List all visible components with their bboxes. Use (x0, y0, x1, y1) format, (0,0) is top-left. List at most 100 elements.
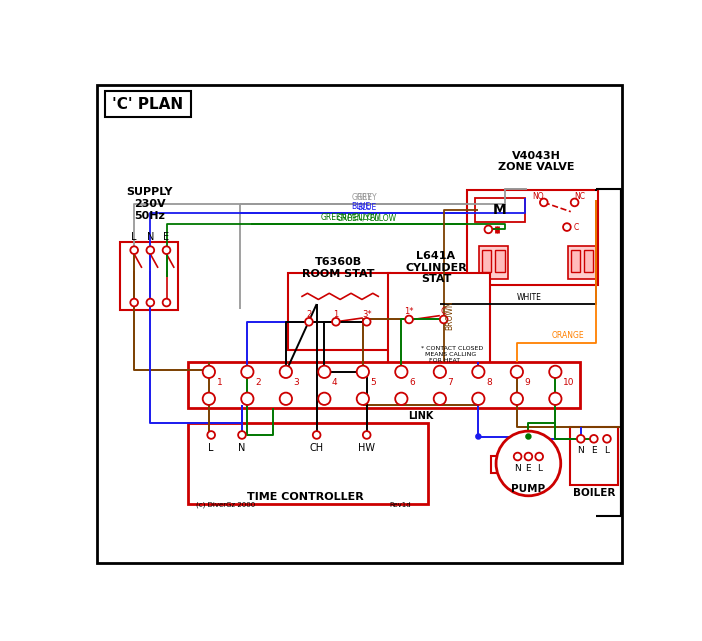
Circle shape (496, 431, 561, 495)
Circle shape (571, 199, 578, 206)
Text: V4043H
ZONE VALVE: V4043H ZONE VALVE (498, 151, 574, 172)
FancyBboxPatch shape (97, 85, 621, 563)
Text: 2: 2 (306, 310, 312, 319)
Text: T6360B
ROOM STAT: T6360B ROOM STAT (302, 257, 374, 279)
Circle shape (313, 431, 321, 439)
Text: BROWN: BROWN (445, 301, 454, 330)
Text: CH: CH (310, 443, 324, 453)
FancyBboxPatch shape (475, 198, 524, 222)
Text: 7: 7 (448, 378, 453, 387)
Circle shape (484, 226, 492, 233)
FancyBboxPatch shape (288, 273, 390, 350)
Circle shape (363, 318, 371, 326)
Circle shape (434, 365, 446, 378)
Text: 'C' PLAN: 'C' PLAN (112, 97, 184, 112)
Text: 3*: 3* (362, 310, 371, 319)
Circle shape (357, 365, 369, 378)
Text: C: C (574, 222, 578, 231)
Circle shape (395, 393, 408, 405)
Circle shape (510, 365, 523, 378)
Text: 10: 10 (563, 378, 574, 387)
FancyBboxPatch shape (568, 246, 597, 279)
Text: 3: 3 (293, 378, 299, 387)
Circle shape (590, 435, 597, 443)
Circle shape (405, 315, 413, 323)
Circle shape (163, 299, 171, 306)
Text: L: L (131, 232, 137, 242)
Circle shape (536, 453, 543, 460)
Circle shape (549, 365, 562, 378)
Circle shape (305, 318, 313, 326)
Circle shape (563, 223, 571, 231)
Text: 6: 6 (409, 378, 415, 387)
Text: BOILER: BOILER (573, 488, 615, 497)
Text: * CONTACT CLOSED
  MEANS CALLING
    FOR HEAT: * CONTACT CLOSED MEANS CALLING FOR HEAT (420, 346, 483, 363)
Circle shape (363, 431, 371, 439)
Text: 8: 8 (486, 378, 492, 387)
Text: GREY: GREY (351, 193, 372, 202)
Circle shape (472, 365, 484, 378)
Text: GREEN/YELLOW: GREEN/YELLOW (337, 213, 397, 222)
FancyBboxPatch shape (388, 273, 490, 381)
FancyBboxPatch shape (496, 250, 505, 272)
Circle shape (577, 435, 585, 443)
Text: 9: 9 (524, 378, 530, 387)
Circle shape (524, 453, 532, 460)
Text: L: L (208, 443, 214, 453)
Circle shape (318, 365, 331, 378)
Text: HW: HW (358, 443, 375, 453)
Circle shape (147, 299, 154, 306)
FancyBboxPatch shape (576, 456, 588, 472)
Text: L: L (604, 446, 609, 455)
Circle shape (332, 318, 340, 326)
Text: TIME CONTROLLER: TIME CONTROLLER (246, 492, 364, 501)
Circle shape (395, 365, 408, 378)
Text: SUPPLY
230V
50Hz: SUPPLY 230V 50Hz (126, 187, 173, 221)
Text: E: E (526, 463, 531, 472)
Circle shape (279, 393, 292, 405)
FancyBboxPatch shape (479, 246, 508, 279)
Text: LINK: LINK (408, 411, 433, 420)
Text: GREEN/YELLOW: GREEN/YELLOW (321, 213, 380, 222)
Text: 1: 1 (333, 310, 338, 319)
Circle shape (549, 393, 562, 405)
Circle shape (476, 434, 481, 439)
Circle shape (241, 365, 253, 378)
Circle shape (440, 315, 448, 323)
Circle shape (318, 393, 331, 405)
Text: N: N (147, 232, 154, 242)
Circle shape (540, 199, 548, 206)
FancyBboxPatch shape (467, 190, 597, 285)
Text: L641A
CYLINDER
STAT: L641A CYLINDER STAT (405, 251, 467, 285)
Text: (c) DiverGz 2000: (c) DiverGz 2000 (196, 502, 255, 508)
Circle shape (131, 246, 138, 254)
Circle shape (434, 393, 446, 405)
Text: NO: NO (532, 192, 543, 201)
Text: L: L (537, 463, 542, 472)
Circle shape (526, 434, 531, 439)
Text: M: M (493, 203, 507, 217)
Text: Rev1d: Rev1d (390, 502, 411, 508)
FancyBboxPatch shape (584, 250, 593, 272)
Text: ORANGE: ORANGE (552, 331, 584, 340)
FancyBboxPatch shape (105, 91, 191, 117)
Circle shape (131, 299, 138, 306)
Text: BLUE: BLUE (357, 203, 376, 212)
Circle shape (603, 435, 611, 443)
Text: 4: 4 (332, 378, 338, 387)
FancyBboxPatch shape (491, 456, 504, 472)
FancyBboxPatch shape (188, 362, 580, 408)
Text: 1*: 1* (404, 307, 413, 316)
Text: E: E (164, 232, 170, 242)
Circle shape (203, 393, 215, 405)
Circle shape (279, 365, 292, 378)
FancyBboxPatch shape (188, 424, 428, 504)
Circle shape (357, 393, 369, 405)
Circle shape (514, 453, 522, 460)
Circle shape (163, 246, 171, 254)
Circle shape (238, 431, 246, 439)
Text: PUMP: PUMP (511, 484, 545, 494)
Circle shape (510, 393, 523, 405)
Text: 2: 2 (255, 378, 260, 387)
FancyBboxPatch shape (571, 250, 580, 272)
